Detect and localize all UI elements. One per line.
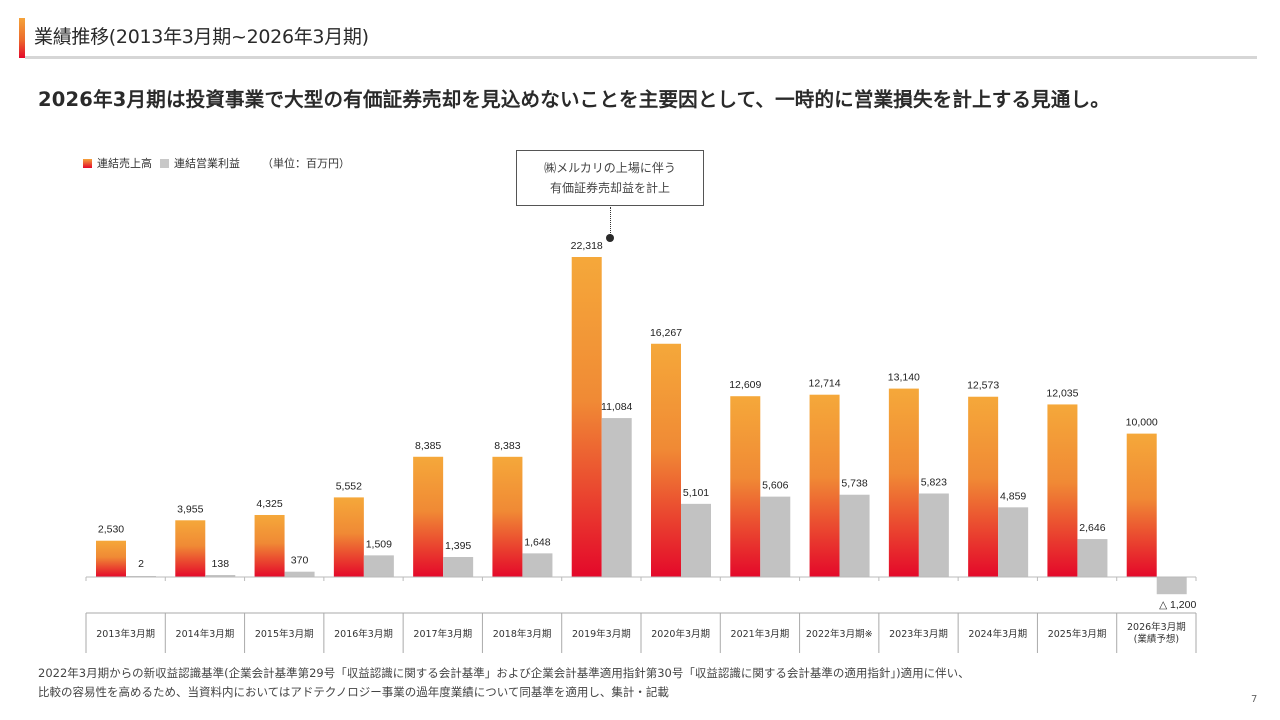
profit-label: 5,738 [841,478,867,490]
revenue-label: 12,714 [809,378,841,390]
revenue-bar [1047,404,1078,577]
category-label: 2025年3月期 [1048,628,1107,640]
callout-marker-dot [606,234,614,242]
revenue-label: 12,609 [729,379,761,391]
revenue-bar [571,257,602,577]
legend-swatch-revenue [83,158,92,168]
profit-label: △ 1,200 [1159,599,1196,611]
footnote-line-1: 2022年3月期からの新収益認識基準(企業会計基準第29号「収益認識に関する会計… [38,666,970,680]
revenue-label: 3,955 [177,503,203,515]
category-label: 2019年3月期 [572,628,631,640]
revenue-bar [651,343,681,577]
title-divider [25,56,1257,59]
profit-bar [205,575,236,577]
revenue-label: 12,035 [1046,387,1078,399]
profit-label: 5,823 [921,477,947,489]
profit-bar [760,496,791,577]
revenue-bar [492,456,523,577]
revenue-bar [254,514,285,577]
category-label: 2018年3月期 [493,628,552,640]
profit-label: 138 [212,558,230,570]
profit-label: 11,084 [601,401,632,413]
callout-line-1: ㈱メルカリの上場に伴う [544,161,676,175]
revenue-bar [888,388,919,577]
category-label: 2013年3月期 [96,628,155,640]
profit-bar [601,418,632,577]
callout-line-2: 有価証券売却益を計上 [549,181,670,195]
revenue-label: 4,325 [256,498,282,510]
callout-leader-line [610,207,611,237]
profit-label: 2,646 [1079,522,1105,534]
profit-label: 1,648 [524,536,550,548]
unit-label: （単位：百万円） [262,157,350,170]
revenue-label: 13,140 [888,372,920,384]
footnote: 2022年3月期からの新収益認識基準(企業会計基準第29号「収益認識に関する会計… [38,664,970,702]
footnote-line-2: 比較の容易性を高めるため、当資料内においてはアドテクノロジー事業の過年度業績につ… [38,685,669,699]
category-label: 2026年3月期(業績予想) [1127,621,1186,645]
category-label: 2016年3月期 [334,628,393,640]
page-number: 7 [1251,694,1258,705]
title-accent-bar [19,18,25,58]
revenue-bar [968,396,999,577]
category-label: 2015年3月期 [255,628,314,640]
category-label: 2020年3月期 [651,628,710,640]
profit-bar [839,494,870,577]
profit-bar [918,493,949,577]
revenue-label: 12,573 [967,380,999,392]
profit-label: 370 [291,555,309,567]
revenue-label: 8,383 [494,440,520,452]
profit-bar [284,571,315,577]
revenue-bar [413,456,444,577]
revenue-bar [333,497,364,577]
category-label: 2023年3月期 [889,628,948,640]
profit-label: 1,509 [366,538,392,550]
headline: 2026年3月期は投資事業で大型の有価証券売却を見込めないことを主要因として、一… [38,88,1110,111]
category-label: 2014年3月期 [176,628,235,640]
legend-label-revenue: 連結売上高 [97,157,152,170]
profit-bar [681,503,711,577]
category-label: 2017年3月期 [413,628,472,640]
revenue-label: 10,000 [1126,417,1158,429]
profit-bar [443,556,474,577]
chart-legend: 連結売上高 連結営業利益 （単位：百万円） [83,155,350,171]
revenue-bar [175,520,206,577]
profit-label: 5,101 [683,487,709,499]
annotation-callout: ㈱メルカリの上場に伴う 有価証券売却益を計上 [516,150,704,206]
profit-label: 2 [138,558,144,570]
category-label: 2024年3月期 [968,628,1027,640]
legend-swatch-profit [160,158,169,168]
revenue-label: 8,385 [415,440,441,452]
revenue-label: 22,318 [571,240,603,252]
revenue-label: 16,267 [650,327,682,339]
profit-label: 5,606 [762,480,788,492]
profit-bar [522,553,553,577]
legend-label-profit: 連結営業利益 [174,157,240,170]
revenue-bar [96,540,126,577]
profit-label: 1,395 [445,540,471,552]
category-label: 2022年3月期※ [806,628,873,640]
revenue-label: 5,552 [336,480,362,492]
profit-label: 4,859 [1000,490,1026,502]
revenue-bar [1126,433,1157,577]
profit-bar [1156,577,1187,595]
revenue-label: 2,530 [98,524,124,536]
revenue-bar [730,396,761,577]
profit-bar [998,507,1029,577]
category-label: 2021年3月期 [731,628,790,640]
profit-bar [363,555,394,577]
profit-bar [1077,539,1108,577]
page-title: 業績推移(2013年3月期~2026年3月期) [34,26,369,48]
revenue-bar [809,394,840,577]
